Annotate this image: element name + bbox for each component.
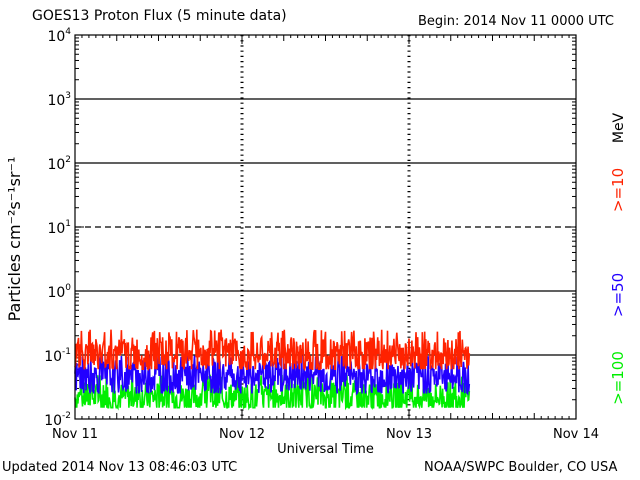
y-tick-label: 101 [47,219,71,237]
y-tick-label: 10-2 [44,411,71,429]
y-tick-label: 10-1 [44,347,71,365]
legend-label: >=10 [609,168,627,212]
x-tick-label: Nov 11 [52,427,98,442]
series-line-2 [74,374,471,411]
footer-updated: Updated 2014 Nov 13 08:46:03 UTC [2,460,238,475]
y-tick-label: 100 [47,283,71,301]
x-axis-label: Universal Time [277,442,374,457]
x-tick-label: Nov 12 [219,427,265,442]
footer-credit: NOAA/SWPC Boulder, CO USA [424,460,618,475]
x-tick-label: Nov 13 [386,427,432,442]
legend-unit: MeV [611,112,627,143]
y-axis-label: Particles cm⁻²s⁻¹sr⁻¹ [5,157,24,322]
y-tick-label: 103 [47,91,71,109]
legend-label: >=50 [609,273,627,317]
series-line-0 [74,329,471,372]
y-tick-label: 102 [47,155,71,173]
plot-frame [74,34,577,420]
series-line-1 [74,354,471,396]
y-tick-label: 104 [47,27,71,45]
legend-label: >=100 [609,351,627,405]
page-title: GOES13 Proton Flux (5 minute data) [32,8,287,24]
begin-time: Begin: 2014 Nov 11 0000 UTC [418,14,614,29]
x-tick-label: Nov 14 [553,427,599,442]
